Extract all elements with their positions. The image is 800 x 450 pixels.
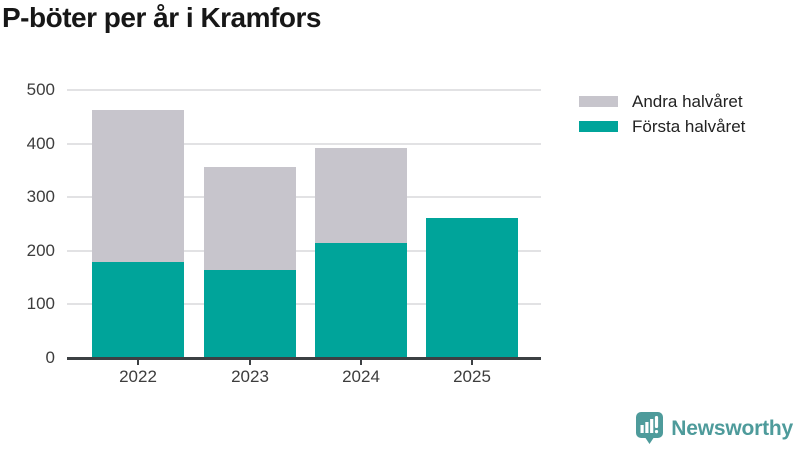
x-axis-label-2024: 2024: [342, 367, 380, 386]
x-axis-tick: [137, 359, 139, 365]
legend-item-andra-halvåret: Andra halvåret: [579, 91, 745, 111]
bar-segment-2023-första-halvåret: [204, 269, 296, 358]
brand-logo-text: Newsworthy: [671, 416, 793, 440]
gridline-200: [67, 249, 541, 252]
legend-swatch: [579, 96, 618, 107]
y-axis-tick-label: 200: [26, 240, 55, 260]
y-axis-tick-label: 100: [26, 294, 55, 314]
gridline-400: [67, 142, 541, 145]
legend-label: Andra halvåret: [632, 91, 743, 111]
bar-segment-2022-första-halvåret: [92, 261, 184, 358]
bar-segment-2023-andra-halvåret: [204, 166, 296, 270]
gridline-100: [67, 303, 541, 306]
x-axis-label-2025: 2025: [453, 367, 491, 386]
y-axis-tick-label: 500: [26, 80, 55, 99]
x-axis-tick: [471, 359, 473, 365]
y-axis-tick-label: 300: [26, 187, 55, 207]
legend: Andra halvåret Första halvåret: [579, 91, 746, 136]
x-axis-tick: [249, 359, 251, 365]
bar-segment-2025-första-halvåret: [426, 217, 518, 358]
bar-segment-2024-andra-halvåret: [315, 147, 407, 243]
legend-item-första-halvåret: Första halvåret: [579, 116, 746, 136]
brand-footer: Newsworthy: [636, 412, 793, 445]
legend-label: Första halvåret: [632, 116, 746, 136]
x-axis-tick: [360, 359, 362, 365]
y-axis-tick-label: 0: [45, 348, 55, 367]
legend-swatch: [579, 121, 618, 132]
gridline-300: [67, 196, 541, 199]
bar-segment-2024-första-halvåret: [315, 242, 407, 358]
bar-segment-2022-andra-halvåret: [92, 110, 184, 262]
x-axis-label-2022: 2022: [119, 367, 157, 386]
chart-title: P-böter per år i Kramfors: [2, 2, 321, 33]
x-axis-line: [67, 357, 541, 360]
y-axis-tick-label: 400: [26, 133, 55, 153]
bar-chart-speech-bubble-icon: [636, 412, 664, 444]
x-axis-label-2023: 2023: [231, 367, 269, 386]
gridline-500: [67, 89, 541, 91]
